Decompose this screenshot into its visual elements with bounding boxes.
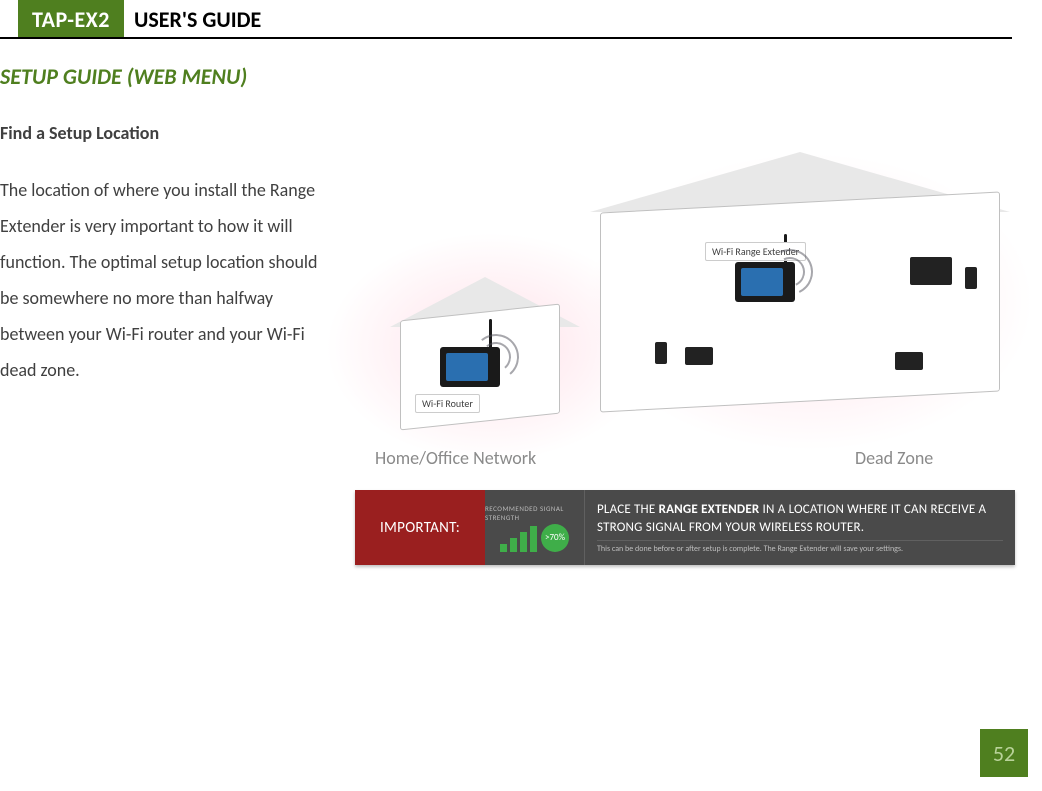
section-title: SETUP GUIDE (WEB MENU)	[0, 63, 1012, 90]
illustration-column: Wi-Fi Router Wi-Fi Range Extender Home/O…	[355, 172, 1015, 565]
banner-message: PLACE THE RANGE EXTENDER IN A LOCATION W…	[585, 490, 1015, 565]
sub-title: Find a Setup Location	[0, 122, 1012, 144]
phone-icon	[965, 267, 977, 289]
signal-percent-badge: >70%	[541, 524, 569, 552]
page-content: SETUP GUIDE (WEB MENU) Find a Setup Loca…	[0, 39, 1042, 565]
banner-message-main: PLACE THE RANGE EXTENDER IN A LOCATION W…	[597, 501, 1003, 536]
diagram-caption-right: Dead Zone	[855, 447, 933, 469]
setup-diagram: Wi-Fi Router Wi-Fi Range Extender Home/O…	[355, 172, 1015, 472]
product-tab: TAP-EX2	[0, 0, 124, 37]
doc-title: USER'S GUIDE	[124, 0, 261, 37]
diagram-caption-left: Home/Office Network	[375, 447, 536, 469]
laptop-icon	[685, 347, 713, 365]
router-label: Wi-Fi Router	[415, 394, 480, 413]
important-banner: IMPORTANT: RECOMMENDED SIGNAL STRENGTH >…	[355, 490, 1015, 565]
phone-icon	[655, 342, 667, 364]
body-paragraph: The location of where you install the Ra…	[0, 172, 335, 565]
recommended-label: RECOMMENDED SIGNAL STRENGTH	[485, 504, 584, 522]
banner-subnote: This can be done before or after setup i…	[597, 540, 1003, 554]
big-house	[600, 192, 1000, 413]
tv-icon	[910, 257, 952, 285]
laptop-icon	[895, 352, 923, 370]
signal-bars-row: >70%	[500, 524, 569, 552]
main-row: The location of where you install the Ra…	[0, 172, 1012, 565]
banner-msg-bold: RANGE EXTENDER	[659, 502, 760, 517]
signal-strength-block: RECOMMENDED SIGNAL STRENGTH >70%	[485, 490, 585, 565]
page-number: 52	[980, 729, 1028, 777]
banner-msg-pre: PLACE THE	[597, 502, 659, 517]
signal-bars-icon	[500, 524, 537, 552]
header-bar: TAP-EX2 USER'S GUIDE	[0, 0, 1012, 39]
important-label: IMPORTANT:	[355, 490, 485, 565]
